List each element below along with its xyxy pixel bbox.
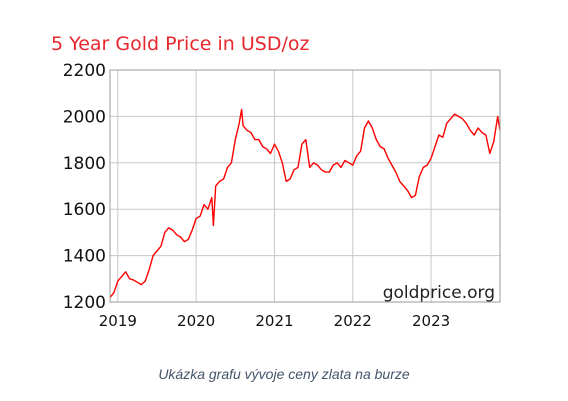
x-tick-label: 2021 [255,312,293,330]
y-tick-label: 1400 [63,247,106,267]
y-tick-label: 1800 [63,154,106,174]
y-tick-label: 2200 [63,61,106,81]
watermark-text: goldprice.org [383,283,495,303]
plot-frame [109,69,501,303]
x-tick-label: 2019 [99,312,137,330]
x-tick-label: 2022 [334,312,372,330]
figure-caption: Ukázka grafu vývoje ceny zlata na burze [158,366,410,382]
x-tick-label: 2020 [177,312,215,330]
plot-area [110,70,500,302]
price-line [109,108,501,298]
y-tick-label: 1600 [63,200,106,220]
y-tick-label: 2000 [63,107,106,127]
x-tick-label: 2023 [412,312,450,330]
y-tick-label: 1200 [63,293,106,313]
chart-title: 5 Year Gold Price in USD/oz [51,33,310,55]
